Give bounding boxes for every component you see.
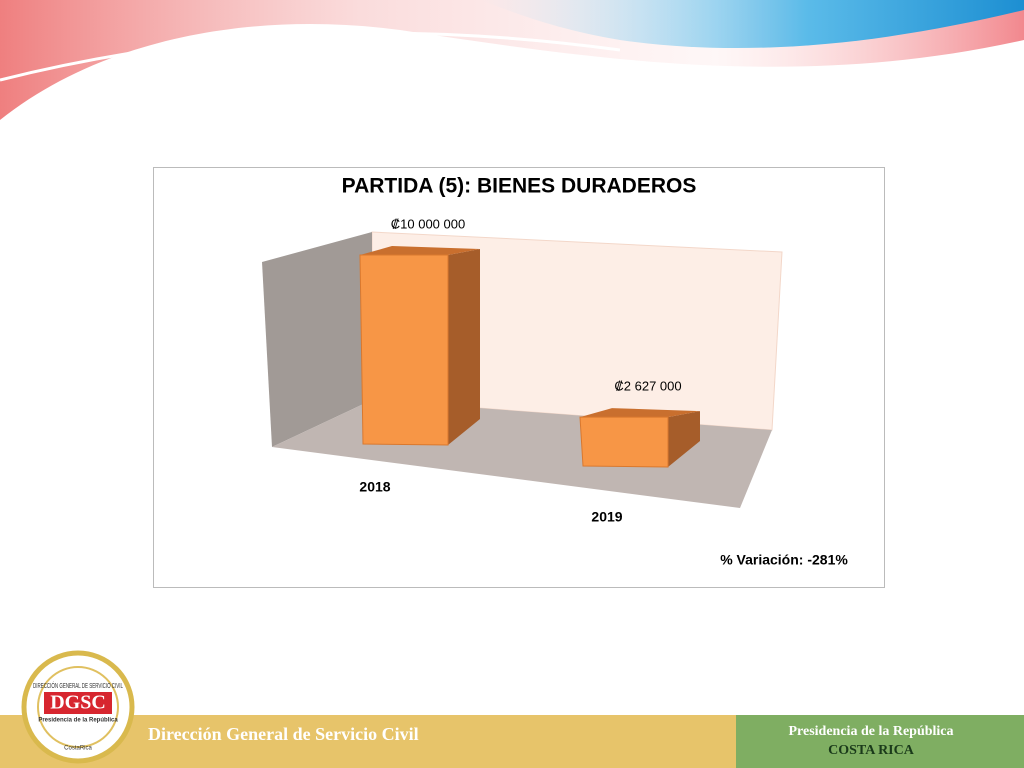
logo-acronym: DGSC (50, 692, 106, 714)
x-tick-label: 2019 (591, 509, 622, 525)
side-wall (262, 232, 372, 447)
bar (359, 254, 449, 446)
value-label: ₡10 000 000 (391, 216, 465, 231)
logo-ring-text: DIRECCIÓN GENERAL DE SERVICIO CIVIL (33, 681, 123, 690)
bar (579, 416, 669, 468)
logo-country: CostaRica (64, 746, 92, 752)
x-tick-label: 2018 (359, 479, 390, 495)
bar-side (668, 411, 700, 467)
bar-top (580, 408, 700, 418)
annotation: % Variación: -281% (720, 552, 848, 568)
logo-subtitle: Presidencia de la República (38, 718, 118, 724)
footer-presidencia: Presidencia de la República (788, 724, 953, 739)
logo-band (44, 692, 112, 714)
footer-right (736, 715, 1024, 768)
header-swoosh-blue (480, 0, 1024, 49)
footer-country: COSTA RICA (828, 743, 915, 758)
footer-title: Dirección General de Servicio Civil (148, 724, 419, 744)
bar-side (448, 249, 480, 445)
header-line (0, 31, 621, 82)
bar-top (360, 246, 480, 255)
chart-title: PARTIDA (5): BIENES DURADEROS (342, 175, 697, 198)
value-label: ₡2 627 000 (614, 379, 681, 394)
